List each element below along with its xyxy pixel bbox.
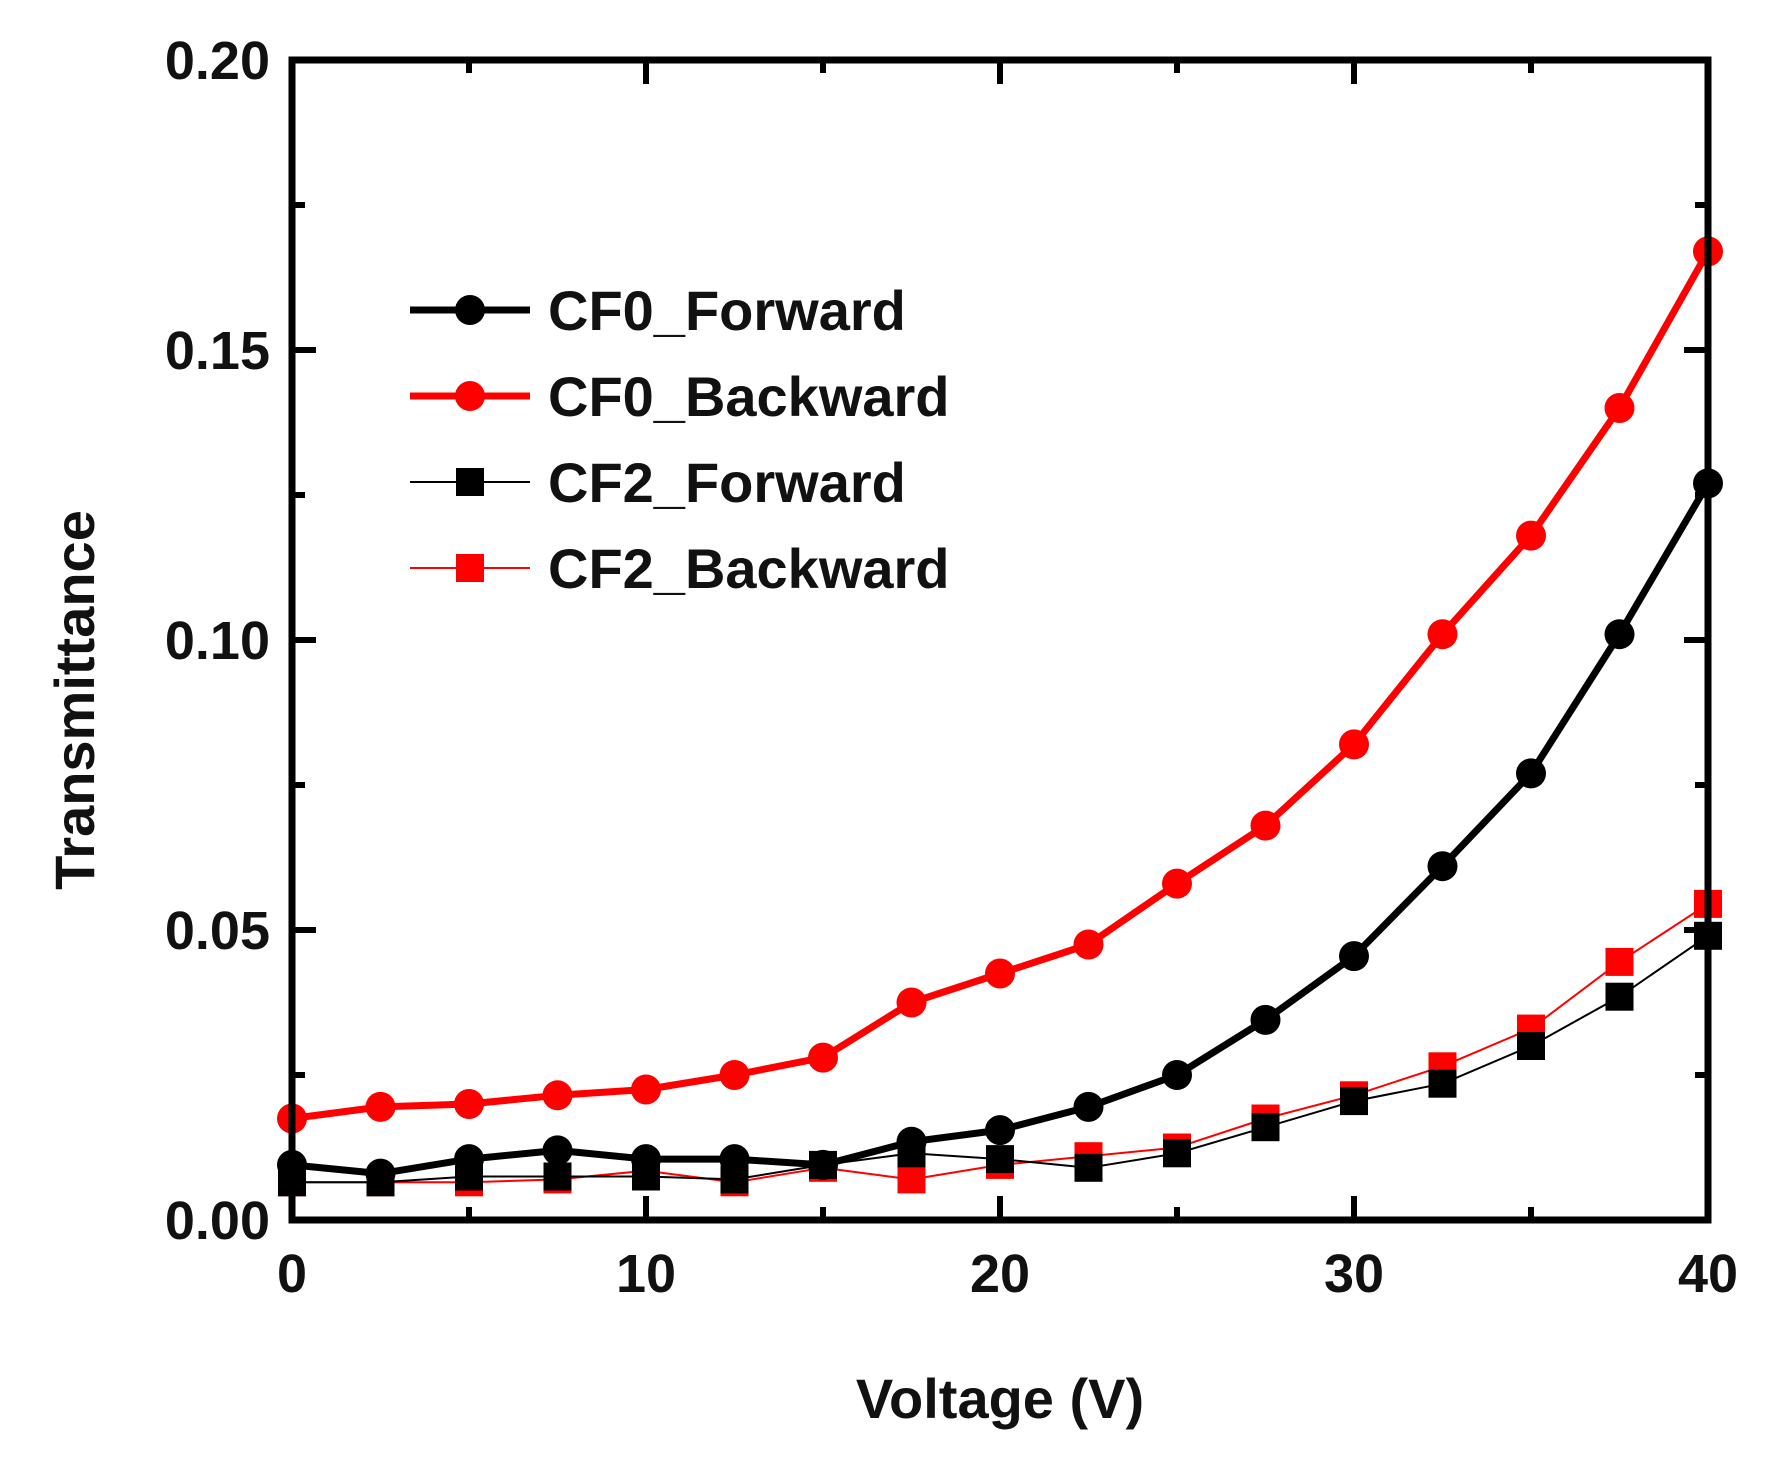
data-point-CF2_Forward xyxy=(1605,982,1634,1011)
data-point-CF0_Forward xyxy=(1250,1004,1281,1035)
x-tick-label: 40 xyxy=(1678,1244,1738,1304)
data-point-CF0_Backward xyxy=(1604,393,1635,423)
data-point-CF0_Backward xyxy=(896,987,927,1018)
axis-ticks xyxy=(289,57,1711,1223)
y-tick-label: 0.20 xyxy=(165,31,270,91)
legend-marker-CF0_Forward xyxy=(455,295,485,325)
data-point-CF0_Forward xyxy=(542,1135,573,1166)
y-tick-label: 0.05 xyxy=(165,901,270,961)
plot-marks xyxy=(277,236,1723,1197)
data-point-CF0_Backward xyxy=(365,1091,396,1122)
data-point-CF0_Backward xyxy=(1073,929,1104,960)
data-point-CF0_Forward xyxy=(808,1149,838,1180)
data-point-CF2_Forward xyxy=(1428,1069,1457,1098)
data-point-CF0_Backward xyxy=(454,1089,484,1119)
data-point-CF2_Forward xyxy=(986,1145,1014,1174)
legend-marker-CF2_Backward xyxy=(456,554,484,582)
tick-labels: 0 10 20 30 40 0.00 0.05 0.10 0.15 0.20 xyxy=(165,31,1738,1304)
x-tick-label: 0 xyxy=(277,1244,307,1304)
data-point-CF0_Backward xyxy=(985,958,1015,989)
y-axis-title: Transmittance xyxy=(43,510,106,890)
data-point-CF0_Forward xyxy=(1073,1091,1104,1122)
data-point-CF0_Forward xyxy=(631,1144,661,1175)
y-tick-label: 0.00 xyxy=(165,1191,270,1251)
data-point-CF0_Backward xyxy=(1339,729,1369,760)
data-point-CF2_Backward xyxy=(897,1165,926,1194)
y-tick-label: 0.10 xyxy=(165,611,270,671)
data-point-CF2_Forward xyxy=(1251,1113,1280,1142)
y-tick-label: 0.15 xyxy=(165,321,270,381)
data-point-CF0_Forward xyxy=(1427,851,1458,882)
x-tick-label: 10 xyxy=(616,1244,676,1304)
data-point-CF0_Backward xyxy=(1250,810,1281,841)
legend-label: CF2_Backward xyxy=(548,537,950,600)
data-point-CF0_Forward xyxy=(454,1144,484,1175)
data-point-CF2_Forward xyxy=(1517,1032,1545,1060)
legend-label: CF2_Forward xyxy=(548,451,906,514)
data-point-CF0_Backward xyxy=(808,1042,838,1073)
data-point-CF0_Forward xyxy=(1162,1060,1192,1090)
data-point-CF0_Forward xyxy=(896,1126,927,1157)
data-point-CF0_Backward xyxy=(1516,520,1546,551)
x-tick-label: 20 xyxy=(970,1244,1030,1304)
series-line-CF0_Forward xyxy=(291,481,1712,1178)
data-point-CF2_Backward xyxy=(1605,947,1634,976)
data-point-CF0_Forward xyxy=(985,1115,1015,1146)
data-point-CF2_Forward xyxy=(1074,1153,1103,1182)
data-point-CF0_Forward xyxy=(365,1158,396,1189)
legend-marker-CF0_Backward xyxy=(455,381,485,411)
data-point-CF0_Backward xyxy=(1162,868,1192,899)
data-point-CF0_Backward xyxy=(1427,619,1458,650)
data-point-CF0_Forward xyxy=(1604,619,1635,650)
legend-label: CF0_Forward xyxy=(548,279,906,342)
data-point-CF0_Forward xyxy=(1516,758,1546,789)
data-point-CF0_Forward xyxy=(719,1144,750,1175)
legend-label: CF0_Backward xyxy=(548,365,950,428)
data-point-CF0_Backward xyxy=(719,1060,750,1090)
legend-marker-CF2_Forward xyxy=(456,468,484,496)
legend: CF0_Forward CF0_Backward CF2_Forward CF2_Ba… xyxy=(410,279,950,600)
data-point-CF2_Forward xyxy=(543,1162,572,1191)
x-axis-title: Voltage (V) xyxy=(856,1367,1144,1430)
data-point-CF0_Backward xyxy=(542,1080,573,1111)
data-point-CF2_Forward xyxy=(1163,1139,1191,1168)
data-point-CF0_Backward xyxy=(631,1074,661,1105)
plot-frame xyxy=(288,56,1712,1224)
x-tick-label: 30 xyxy=(1324,1244,1384,1304)
data-point-CF2_Forward xyxy=(1340,1087,1368,1116)
data-point-CF0_Forward xyxy=(1339,941,1369,972)
